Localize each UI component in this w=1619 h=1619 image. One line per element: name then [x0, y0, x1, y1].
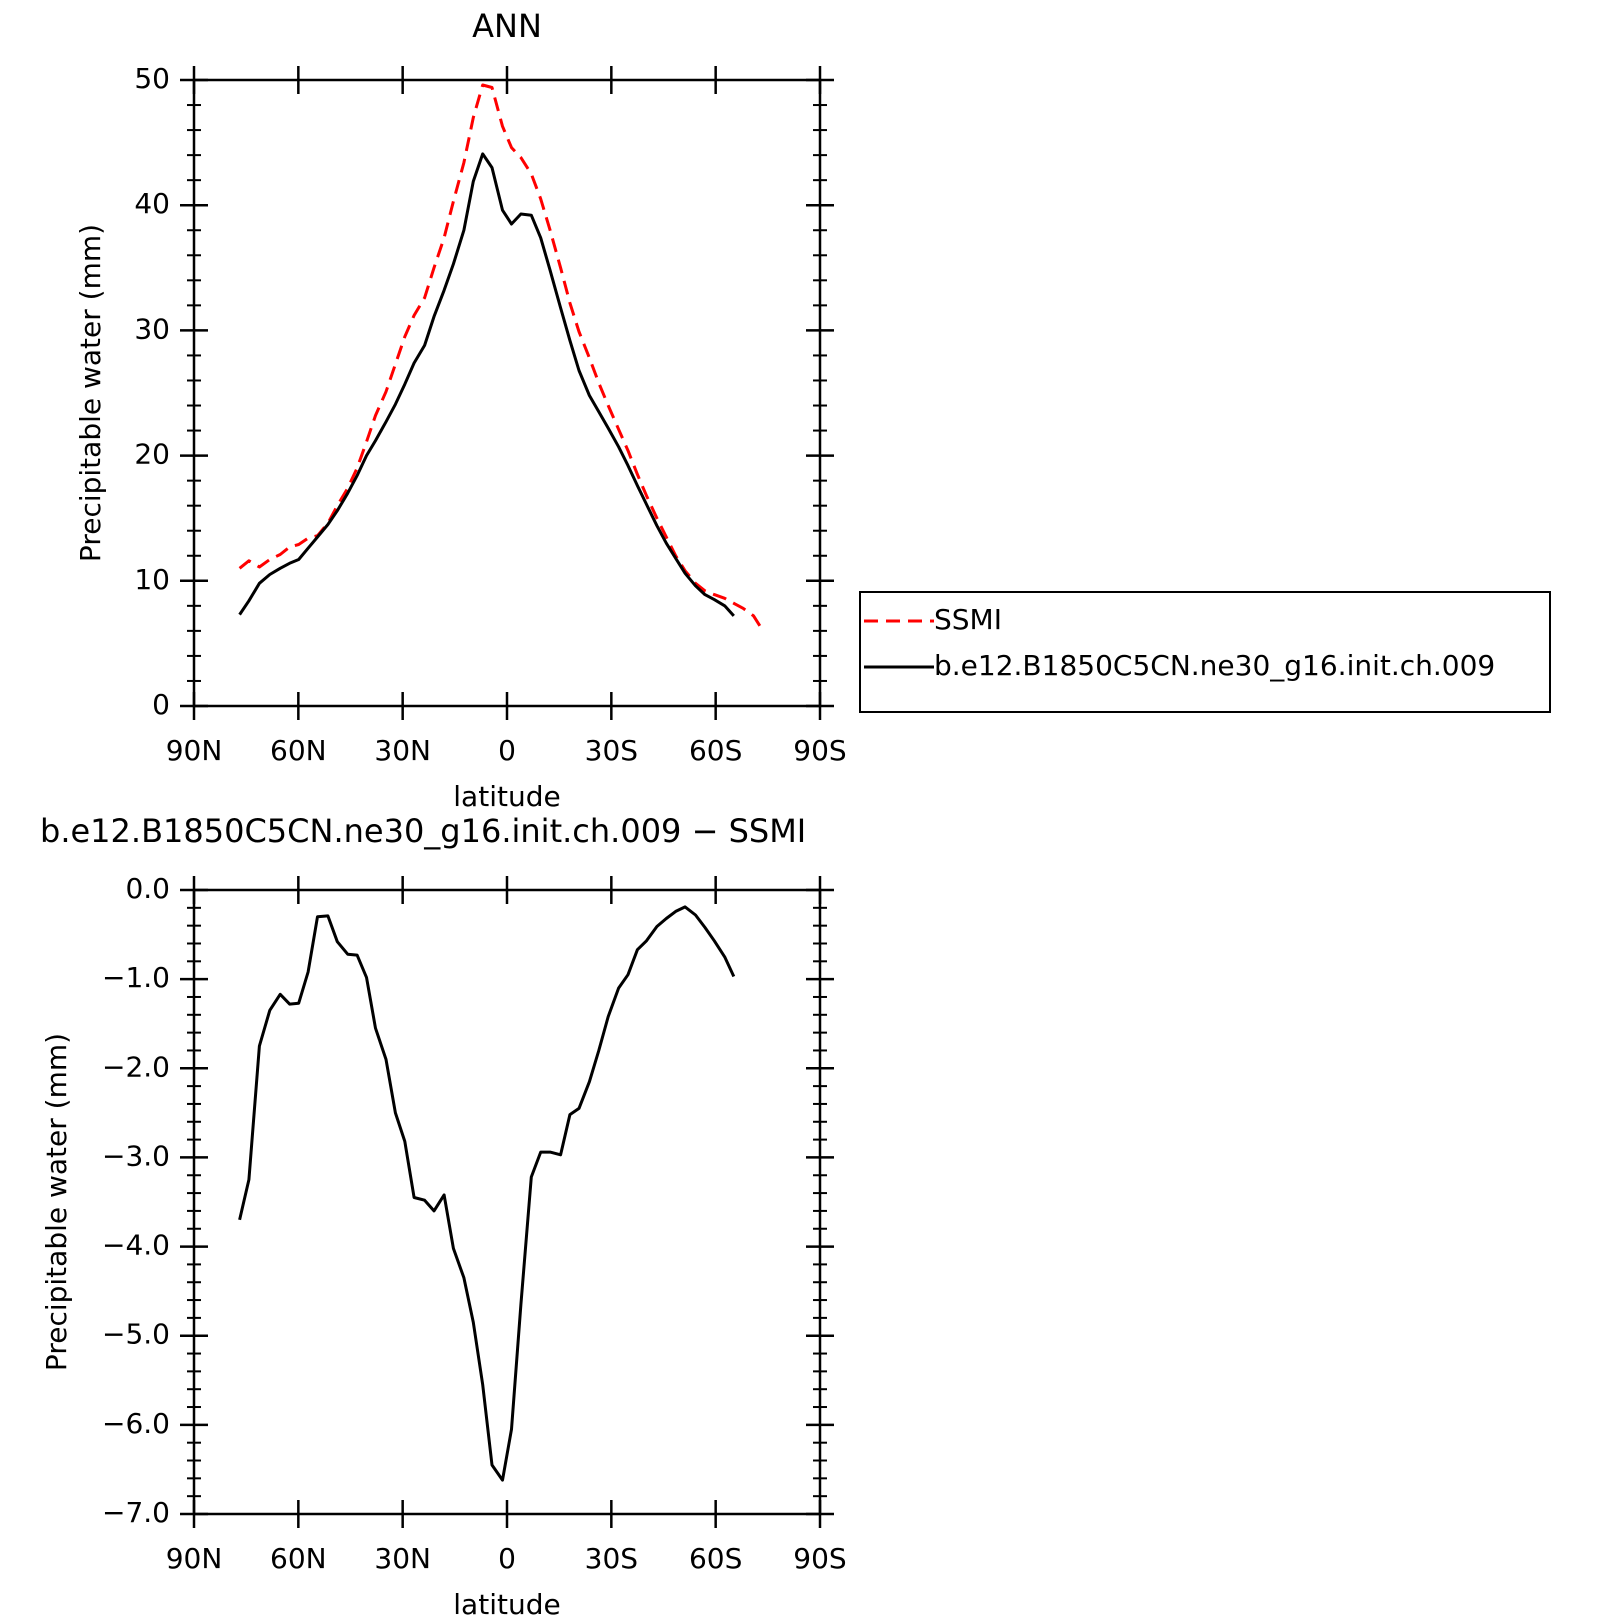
x-tick-label: 90N: [166, 734, 223, 767]
y-tick-label: 50: [134, 62, 170, 95]
y-tick-label: −2.0: [102, 1050, 170, 1083]
chart-title: b.e12.B1850C5CN.ne30_g16.init.ch.009 − S…: [40, 812, 806, 850]
y-tick-label: 20: [134, 438, 170, 471]
x-tick-label: 90S: [793, 734, 846, 767]
x-tick-label: 30N: [374, 1542, 431, 1575]
x-axis-label: latitude: [453, 1588, 560, 1619]
y-tick-label: −6.0: [102, 1407, 170, 1440]
x-tick-label: 30S: [585, 1542, 638, 1575]
x-tick-label: 0: [498, 1542, 516, 1575]
legend-label: b.e12.B1850C5CN.ne30_g16.init.ch.009: [934, 649, 1495, 682]
y-tick-label: −4.0: [102, 1229, 170, 1262]
x-tick-label: 30N: [374, 734, 431, 767]
y-tick-label: 0: [152, 688, 170, 721]
y-tick-label: −5.0: [102, 1318, 170, 1351]
y-tick-label: 40: [134, 187, 170, 220]
legend-label: SSMI: [934, 603, 1002, 636]
y-tick-label: −3.0: [102, 1139, 170, 1172]
x-axis-label: latitude: [453, 780, 560, 813]
legend-box: [859, 591, 1551, 713]
x-tick-label: 90S: [793, 1542, 846, 1575]
y-tick-label: 30: [134, 312, 170, 345]
x-tick-label: 60S: [689, 1542, 742, 1575]
y-axis-label: Precipitable water (mm): [40, 1033, 73, 1371]
y-tick-label: −1.0: [102, 961, 170, 994]
data-line: [238, 905, 736, 1482]
data-line: [238, 152, 735, 617]
y-tick-label: 10: [134, 563, 170, 596]
x-tick-label: 60S: [689, 734, 742, 767]
x-tick-label: 90N: [166, 1542, 223, 1575]
x-tick-label: 60N: [270, 1542, 327, 1575]
y-axis-label: Precipitable water (mm): [74, 224, 107, 562]
chart-title: ANN: [472, 7, 542, 45]
y-tick-label: 0.0: [125, 872, 170, 905]
x-tick-label: 60N: [270, 734, 327, 767]
x-tick-label: 0: [498, 734, 516, 767]
y-tick-label: −7.0: [102, 1496, 170, 1529]
x-tick-label: 30S: [585, 734, 638, 767]
